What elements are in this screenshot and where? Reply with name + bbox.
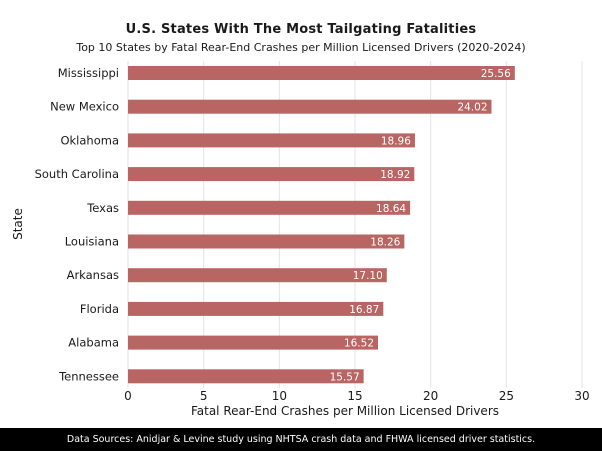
y-tick-label: Texas	[86, 201, 119, 215]
y-tick-label: Florida	[80, 302, 119, 316]
bar	[128, 66, 515, 80]
x-tick-label: 0	[124, 389, 132, 403]
y-tick-label: Louisiana	[65, 235, 119, 249]
chart-subtitle: Top 10 States by Fatal Rear-End Crashes …	[76, 41, 526, 54]
bar	[128, 268, 387, 283]
footer-text: Data Sources: Anidjar & Levine study usi…	[66, 434, 536, 445]
bar	[128, 133, 415, 148]
bar	[128, 369, 364, 384]
bar-chart: 0 5 10 15 20 25 30 25.56 Mississippi 24.02 New Mex…	[11, 61, 590, 418]
bar-value-label: 17.10	[353, 270, 383, 282]
bar	[128, 99, 492, 114]
data-sources-footer: Data Sources: Anidjar & Levine study usi…	[0, 428, 602, 451]
bar	[128, 335, 379, 350]
x-tick-label: 20	[423, 389, 438, 403]
x-tick-label: 15	[347, 389, 362, 403]
bar	[128, 234, 405, 249]
bar-value-label: 15.57	[330, 371, 360, 383]
y-tick-label: New Mexico	[50, 100, 119, 114]
x-tick-label: 5	[200, 389, 208, 403]
y-tick-label: South Carolina	[35, 167, 119, 181]
bar-value-label: 25.56	[481, 68, 511, 80]
x-tick-label: 30	[574, 389, 589, 403]
y-tick-label: Mississippi	[58, 66, 119, 80]
bar	[128, 200, 411, 215]
bar-value-label: 16.87	[349, 304, 379, 316]
x-axis-title: Fatal Rear-End Crashes per Million Licen…	[191, 404, 499, 418]
y-tick-label: Alabama	[68, 336, 119, 350]
bar-value-label: 18.26	[370, 237, 400, 249]
y-tick-label: Arkansas	[67, 268, 119, 282]
bar-value-label: 18.96	[381, 135, 411, 147]
bar-value-label: 18.64	[376, 203, 406, 215]
bar-value-label: 18.92	[380, 169, 410, 181]
bar-value-label: 24.02	[457, 102, 487, 114]
y-axis-title: State	[11, 208, 25, 240]
y-tick-label: Tennessee	[58, 369, 119, 383]
x-tick-label: 25	[499, 389, 514, 403]
bar	[128, 301, 384, 316]
y-tick-label: Oklahoma	[60, 133, 119, 147]
x-tick-label: 10	[272, 389, 287, 403]
bar-value-label: 16.52	[344, 338, 374, 350]
chart-title: U.S. States With The Most Tailgating Fat…	[125, 22, 477, 37]
bar	[128, 167, 415, 182]
